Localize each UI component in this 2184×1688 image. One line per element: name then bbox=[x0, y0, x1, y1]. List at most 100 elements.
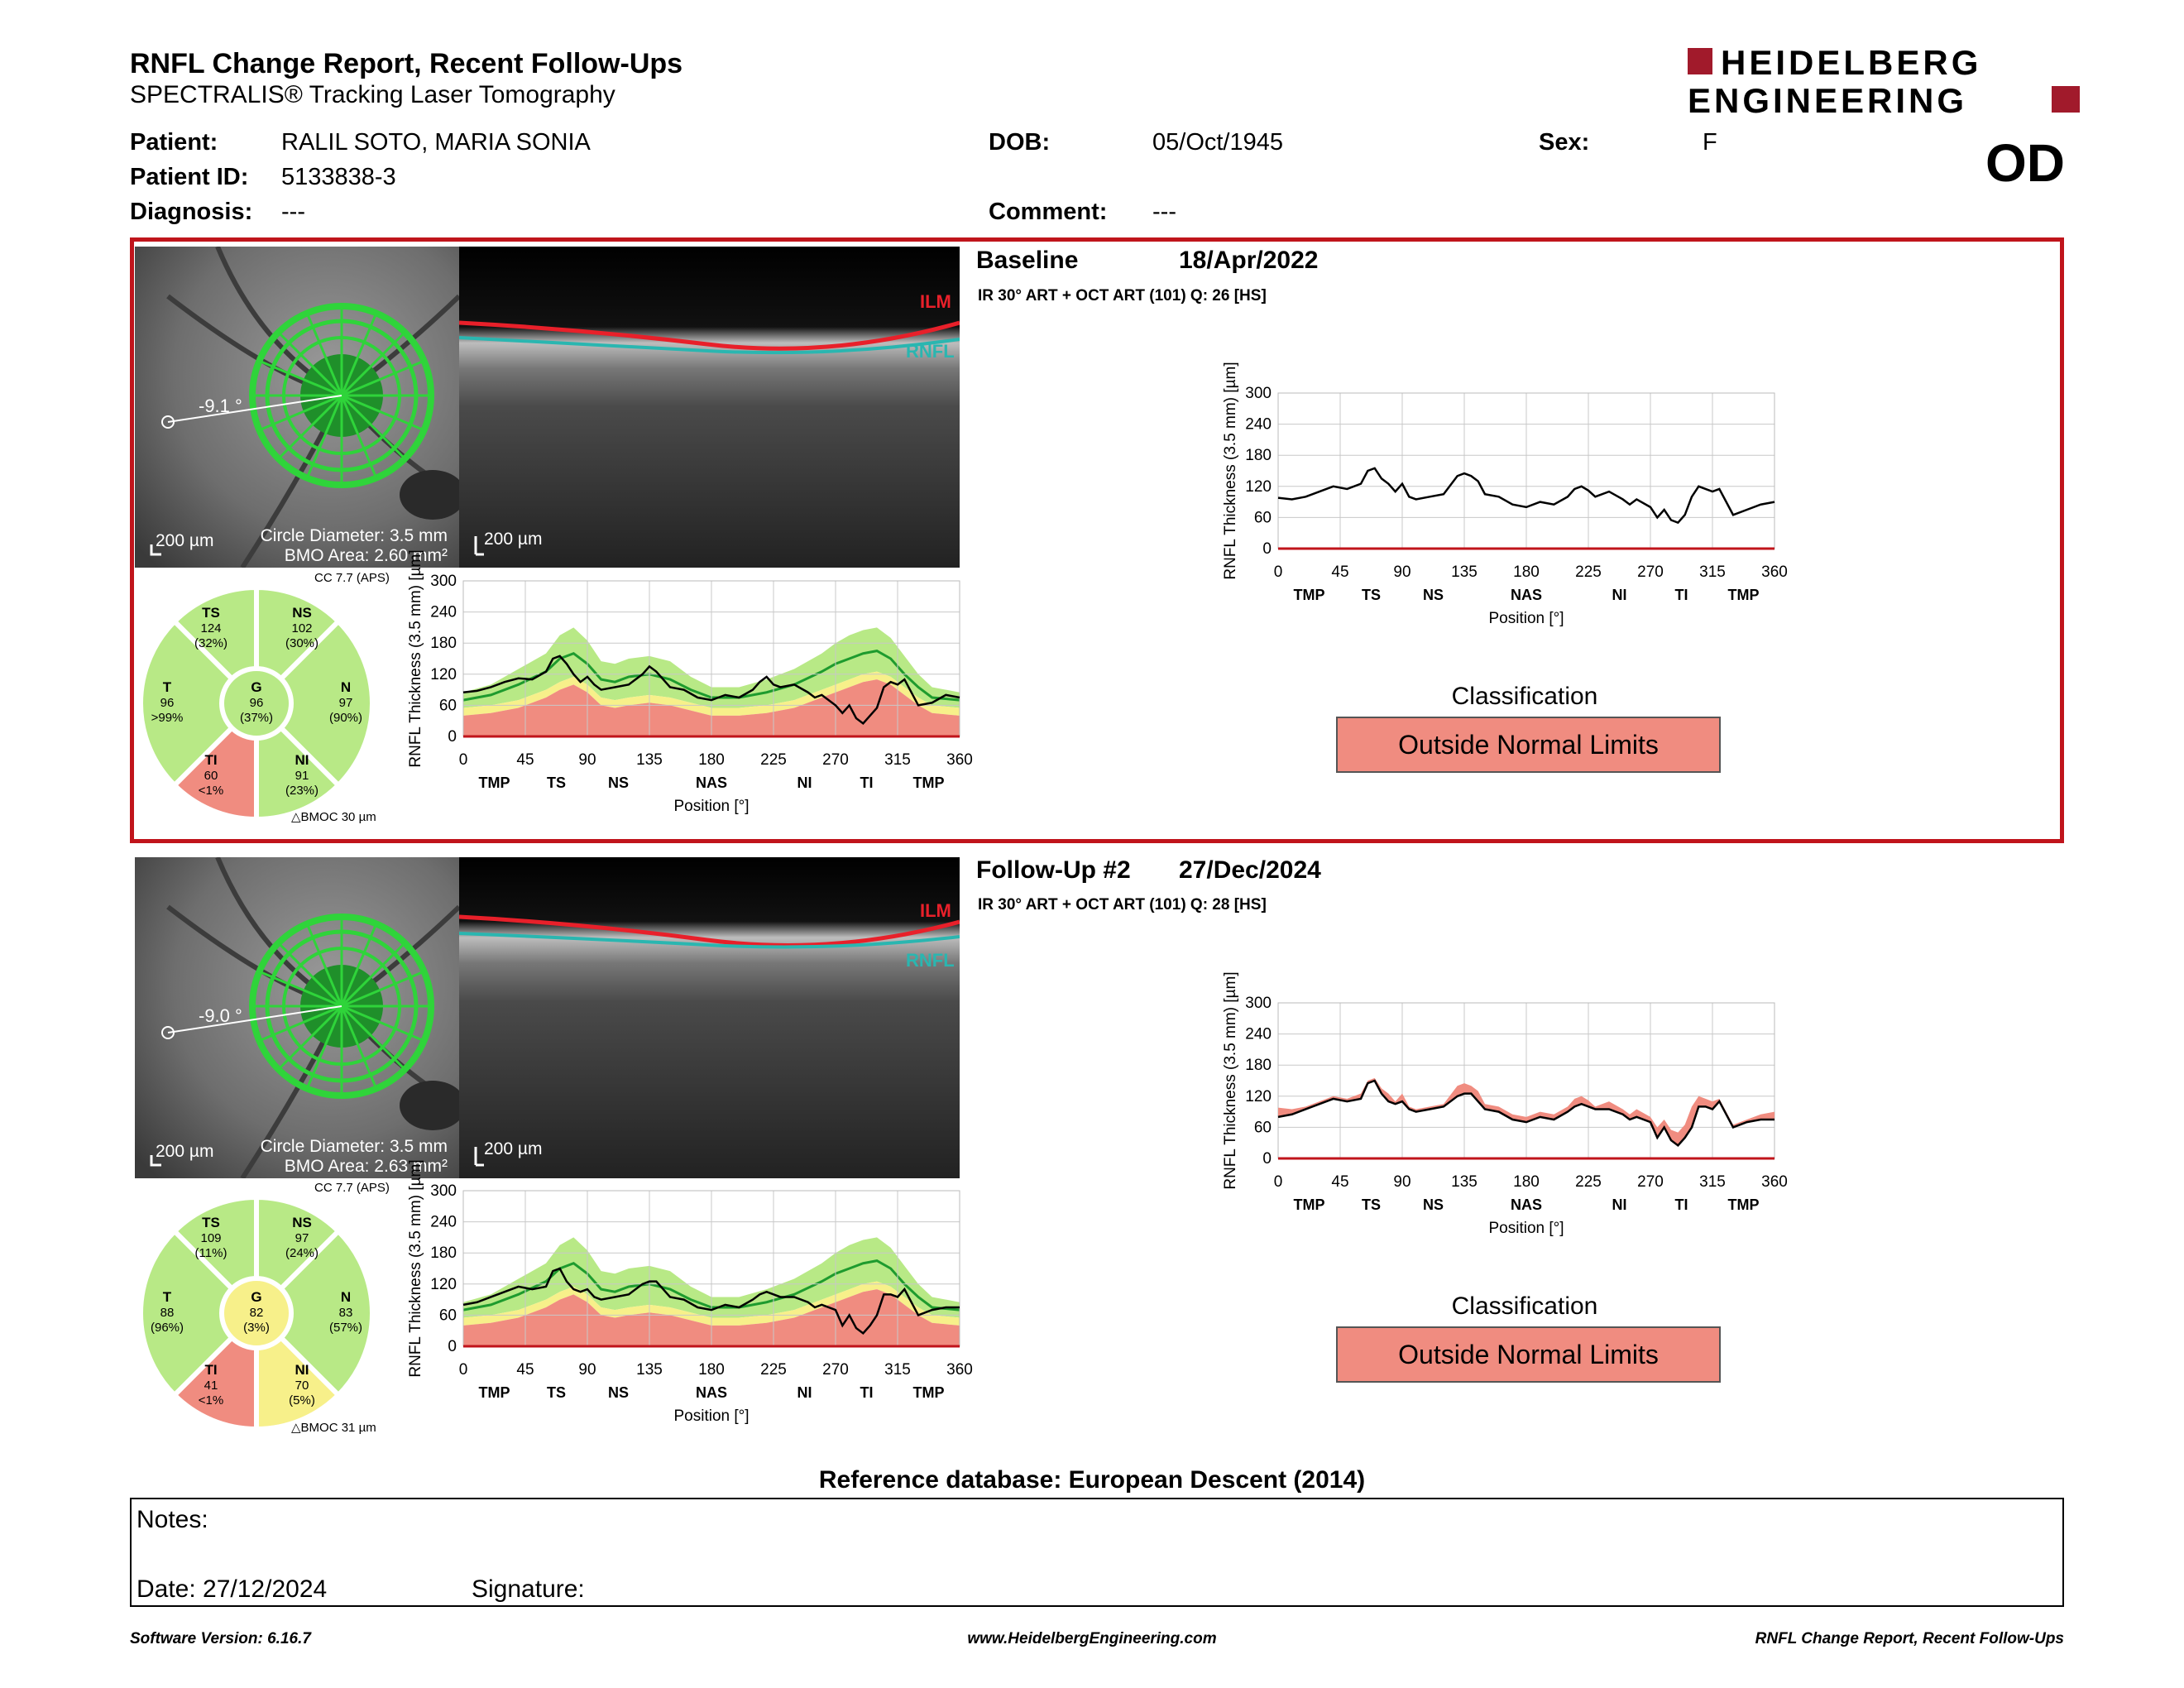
rnfl-thickness-line bbox=[462, 655, 960, 726]
notes-label: Notes: bbox=[136, 1506, 208, 1533]
y-axis-label: RNFL Thickness (3.5 mm) [µm] bbox=[407, 549, 424, 767]
bmoc-label: △BMOC 31 µm bbox=[291, 1421, 376, 1435]
diagnosis-label: Diagnosis: bbox=[130, 199, 253, 225]
x-tick-label: 360 bbox=[1761, 1173, 1788, 1191]
website-link[interactable]: www.HeidelbergEngineering.com bbox=[967, 1630, 1217, 1647]
y-tick-label: 120 bbox=[430, 666, 457, 683]
sector-axis-label: NS bbox=[608, 774, 629, 791]
cc-label: CC 7.7 (APS) bbox=[314, 571, 390, 585]
sector-label: T bbox=[163, 1289, 172, 1305]
sector-label: N bbox=[341, 679, 351, 695]
x-tick-label: 135 bbox=[1451, 1173, 1478, 1191]
patient-id: 5133838-3 bbox=[281, 164, 396, 190]
cc-label: CC 7.7 (APS) bbox=[314, 1181, 390, 1195]
sector-axis-label: TS bbox=[1362, 587, 1381, 603]
sector-axis-label: NS bbox=[608, 1384, 629, 1401]
patient-name: RALIL SOTO, MARIA SONIA bbox=[281, 129, 591, 156]
sector-axis-label: NI bbox=[1612, 587, 1627, 603]
sector-axis-label: TS bbox=[547, 774, 566, 791]
sector-percentile: (57%) bbox=[329, 1321, 362, 1335]
y-tick-label: 300 bbox=[1245, 385, 1272, 402]
sector-percentile: >99% bbox=[151, 711, 184, 725]
x-tick-label: 225 bbox=[760, 751, 787, 769]
bscan-scale-label: 200 µm bbox=[484, 1139, 543, 1158]
sector-percentile: (11%) bbox=[195, 1246, 228, 1260]
sector-label: G bbox=[251, 1289, 261, 1305]
sector-axis-label: TMP bbox=[1728, 587, 1760, 603]
sector-label: TS bbox=[202, 1215, 220, 1230]
sector-axis-label: NI bbox=[1612, 1196, 1627, 1213]
thinning-area bbox=[1278, 1077, 1774, 1146]
oct-bscan-followup bbox=[459, 857, 960, 1178]
sector-label: TI bbox=[204, 752, 217, 768]
x-tick-label: 360 bbox=[946, 751, 973, 769]
sector-label: TI bbox=[204, 1362, 217, 1378]
rnfl-thickness-line bbox=[1277, 467, 1775, 525]
eye-indicator: OD bbox=[1985, 133, 2065, 193]
sector-axis-label: NI bbox=[797, 1384, 812, 1401]
x-tick-label: 270 bbox=[822, 751, 849, 769]
classification-label: Classification bbox=[1451, 1292, 1598, 1320]
sector-g bbox=[219, 1276, 294, 1350]
software-version: Software Version: 6.16.7 bbox=[130, 1630, 311, 1647]
sector-percentile: (3%) bbox=[243, 1321, 270, 1335]
sector-value: 96 bbox=[160, 696, 175, 710]
sector-n bbox=[252, 1227, 375, 1399]
notes-box[interactable] bbox=[130, 1498, 2064, 1607]
sector-value: 96 bbox=[250, 696, 264, 710]
y-tick-label: 0 bbox=[448, 1338, 457, 1355]
x-tick-label: 0 bbox=[1274, 1173, 1283, 1191]
y-tick-label: 0 bbox=[1262, 540, 1272, 558]
sector-value: 102 bbox=[291, 621, 312, 635]
sector-axis-label: NS bbox=[1423, 587, 1444, 603]
circle-diameter: Circle Diameter: 3.5 mm bbox=[260, 1137, 448, 1156]
y-tick-label: 0 bbox=[448, 728, 457, 746]
sector-percentile: <1% bbox=[199, 1393, 223, 1407]
x-tick-label: 45 bbox=[1331, 563, 1348, 581]
rnfl-thickness-line bbox=[462, 1267, 960, 1336]
sector-value: 83 bbox=[339, 1306, 353, 1320]
section-title: Baseline bbox=[976, 247, 1079, 274]
sector-axis-label: NAS bbox=[696, 774, 727, 791]
sector-g bbox=[219, 666, 294, 741]
baseline-highlight-box bbox=[130, 237, 2064, 843]
sector-label: TS bbox=[202, 605, 220, 621]
x-tick-label: 45 bbox=[1331, 1173, 1348, 1191]
sector-axis-label: TMP bbox=[913, 774, 945, 791]
y-tick-label: 300 bbox=[430, 573, 457, 590]
sector-axis-label: TMP bbox=[1294, 1196, 1325, 1213]
rnfl-thickness-line bbox=[1277, 1079, 1774, 1148]
scan-info: IR 30° ART + OCT ART (101) Q: 26 [HS] bbox=[978, 287, 1267, 305]
sector-t bbox=[138, 1227, 261, 1399]
x-tick-label: 45 bbox=[516, 751, 534, 769]
y-tick-label: 180 bbox=[430, 635, 457, 652]
sector-value: 124 bbox=[200, 621, 221, 635]
sector-axis-label: TMP bbox=[913, 1384, 945, 1401]
dob-label: DOB: bbox=[989, 129, 1051, 156]
comment-value: --- bbox=[1152, 199, 1176, 225]
section-date: 27/Dec/2024 bbox=[1179, 856, 1321, 884]
sector-axis-label: NI bbox=[797, 774, 812, 791]
x-axis-label: Position [°] bbox=[1488, 1220, 1564, 1237]
sector-chart-baseline: TS124(32%)NS102(30%)T96>99%G96(37%)N97(9… bbox=[138, 584, 375, 822]
y-axis-label: RNFL Thickness (3.5 mm) [µm] bbox=[407, 1159, 424, 1377]
y-tick-label: 120 bbox=[1245, 478, 1272, 496]
ilm-label: ILM bbox=[920, 291, 951, 312]
fundus-image-followup bbox=[135, 857, 459, 1178]
scan-info: IR 30° ART + OCT ART (101) Q: 28 [HS] bbox=[978, 896, 1267, 914]
sector-percentile: <1% bbox=[199, 784, 223, 798]
x-tick-label: 0 bbox=[1274, 563, 1283, 581]
bmoc-label: △BMOC 30 µm bbox=[291, 810, 376, 824]
x-axis-label: Position [°] bbox=[673, 1407, 749, 1425]
y-tick-label: 0 bbox=[1262, 1150, 1272, 1168]
x-tick-label: 0 bbox=[459, 1361, 468, 1379]
sector-axis-label: TI bbox=[1675, 1196, 1688, 1213]
sector-value: 97 bbox=[295, 1231, 309, 1245]
sector-n bbox=[252, 617, 375, 789]
sector-percentile: (32%) bbox=[194, 636, 228, 650]
sector-value: 41 bbox=[204, 1379, 218, 1393]
sector-axis-label: TMP bbox=[1294, 587, 1325, 603]
